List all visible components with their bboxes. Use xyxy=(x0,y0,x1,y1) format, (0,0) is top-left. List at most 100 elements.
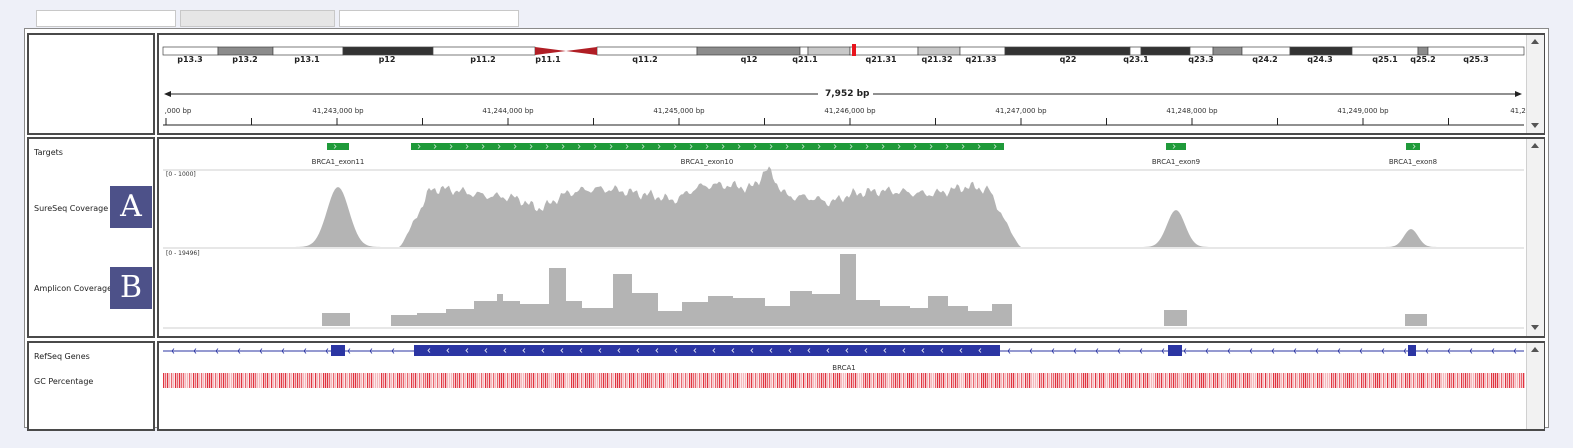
gc-bar xyxy=(869,373,871,388)
gc-bar xyxy=(1309,373,1311,388)
gc-bar xyxy=(1083,373,1085,388)
gc-bar xyxy=(1461,373,1463,388)
chromosome-ideogram[interactable] xyxy=(162,44,1525,56)
gc-bar xyxy=(381,373,383,388)
gc-bar xyxy=(181,373,183,388)
strand-chevron xyxy=(921,348,925,353)
strand-chevron xyxy=(785,144,789,149)
strand-chevron xyxy=(1205,348,1209,354)
gc-bar xyxy=(815,373,817,388)
gc-bar xyxy=(1277,373,1279,388)
gc-bar xyxy=(599,373,601,388)
data-tracks-svg[interactable] xyxy=(0,0,1573,340)
gc-bar xyxy=(1463,373,1465,388)
gc-bar xyxy=(1207,373,1209,388)
gc-bar xyxy=(1071,373,1073,388)
gc-bar xyxy=(1057,373,1059,388)
ideogram-svg[interactable] xyxy=(0,0,1573,135)
gc-bar xyxy=(665,373,667,388)
gc-bar xyxy=(595,373,597,388)
gc-bar xyxy=(349,373,351,388)
ruler-tick-label: 41,249,000 bp xyxy=(1337,107,1389,115)
toolbar-field-3[interactable] xyxy=(339,10,519,27)
gc-bar xyxy=(903,373,905,388)
gc-bar xyxy=(383,373,385,388)
gc-bar xyxy=(1105,373,1107,388)
gc-bar xyxy=(281,373,283,388)
gc-bar xyxy=(989,373,991,388)
gc-bar xyxy=(1119,373,1121,388)
gc-bar xyxy=(211,373,213,388)
feature-scrollbar[interactable] xyxy=(1526,343,1544,429)
gc-bar xyxy=(1185,373,1187,388)
gc-bar xyxy=(427,373,429,388)
refseq-gene-model[interactable] xyxy=(163,345,1524,356)
gc-bar xyxy=(191,373,193,388)
target-feature xyxy=(1166,143,1186,150)
gc-bar xyxy=(825,373,827,388)
sureseq-coverage-area[interactable] xyxy=(163,166,1524,247)
strand-chevron xyxy=(961,144,965,149)
track-name-gc[interactable]: GC Percentage xyxy=(34,377,94,386)
gc-bar xyxy=(389,373,391,388)
strand-chevron xyxy=(929,144,933,149)
scroll-down-icon[interactable] xyxy=(1531,123,1539,128)
strand-chevron xyxy=(817,144,821,149)
gc-bar xyxy=(739,373,741,388)
gc-bar xyxy=(411,373,413,388)
target-features[interactable] xyxy=(327,143,1420,150)
gc-bar xyxy=(951,373,953,388)
gc-bar xyxy=(391,373,393,388)
data-scrollbar[interactable] xyxy=(1526,139,1544,336)
scroll-down-icon[interactable] xyxy=(1531,325,1539,330)
gc-bar xyxy=(203,373,205,388)
amplicon-coverage-area[interactable] xyxy=(322,254,1427,326)
gc-bar xyxy=(713,373,715,388)
scroll-up-icon[interactable] xyxy=(1531,143,1539,148)
gc-bar xyxy=(1235,373,1237,388)
gc-bar xyxy=(833,373,835,388)
strand-chevron xyxy=(609,144,613,149)
gc-bar xyxy=(861,373,863,388)
gc-bar xyxy=(577,373,579,388)
track-name-sureseq[interactable]: SureSeq Coverage xyxy=(34,204,109,213)
gc-bar xyxy=(273,373,275,388)
strand-chevron xyxy=(977,144,981,149)
gc-bar xyxy=(517,373,519,388)
strand-chevron xyxy=(529,144,533,149)
gc-bar xyxy=(639,373,641,388)
header-scrollbar[interactable] xyxy=(1526,35,1544,133)
gene-name-label: BRCA1 xyxy=(832,364,856,372)
gc-bar xyxy=(407,373,409,388)
gc-bar xyxy=(889,373,891,388)
toolbar-field-1[interactable] xyxy=(36,10,176,27)
gc-bar xyxy=(769,373,771,388)
scroll-up-icon[interactable] xyxy=(1531,347,1539,352)
gc-bar xyxy=(185,373,187,388)
track-name-amplicon[interactable]: Amplicon Coverage xyxy=(34,284,113,293)
gc-bar xyxy=(313,373,315,388)
scroll-up-icon[interactable] xyxy=(1531,39,1539,44)
strand-chevron xyxy=(636,348,640,353)
gc-bar xyxy=(1391,373,1393,388)
gc-bar xyxy=(239,373,241,388)
band-label: q22 xyxy=(1059,55,1077,64)
track-name-targets[interactable]: Targets xyxy=(34,148,63,157)
gc-bar xyxy=(267,373,269,388)
gc-bar xyxy=(1067,373,1069,388)
toolbar-field-2[interactable] xyxy=(180,10,335,27)
gc-bar xyxy=(719,373,721,388)
strand-chevron xyxy=(1425,348,1429,354)
gc-bar xyxy=(223,373,225,388)
gc-bar xyxy=(335,373,337,388)
gc-bar xyxy=(495,373,497,388)
gc-bar xyxy=(745,373,747,388)
gc-bar xyxy=(957,373,959,388)
gc-bar xyxy=(523,373,525,388)
gc-bar xyxy=(1215,373,1217,388)
gc-bar xyxy=(419,373,421,388)
gc-bar xyxy=(515,373,517,388)
track-name-refseq[interactable]: RefSeq Genes xyxy=(34,352,90,361)
gc-bar xyxy=(741,373,743,388)
